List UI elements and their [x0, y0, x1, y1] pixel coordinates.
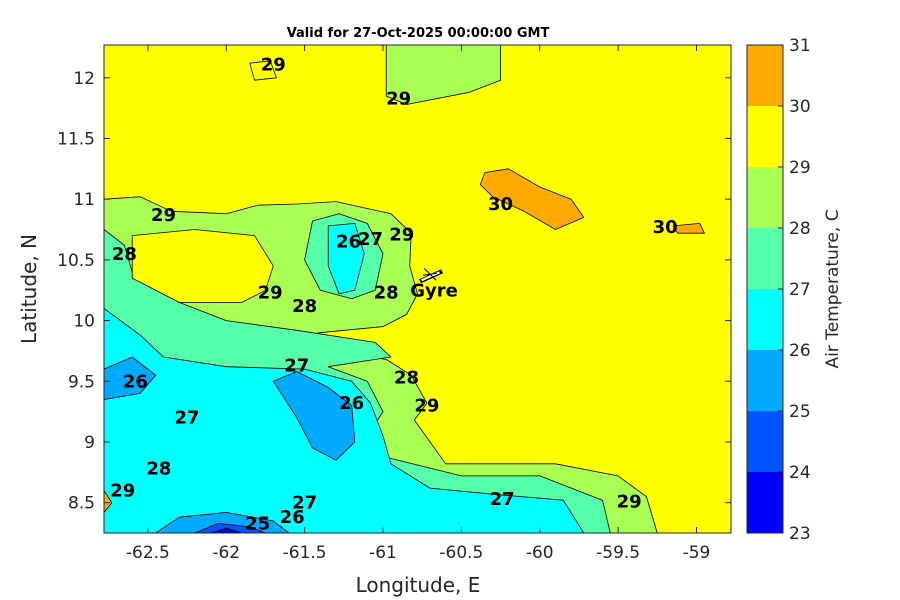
colorbar-tick-label: 28 [789, 219, 811, 239]
colorbar-label: Air Temperature, C [823, 209, 843, 368]
contour-label: 26 [123, 371, 148, 392]
colorbar-swatch [747, 228, 783, 289]
x-tick-label: -60 [526, 543, 554, 563]
contour-region-24 [194, 522, 266, 533]
x-axis-ticks: -62.5 -62 -61.5 -61 -60.5 -60 -59.5 -59 [126, 45, 711, 563]
colorbar-tick-label: 23 [789, 524, 811, 544]
contour-label: 29 [386, 88, 411, 109]
contour-label: 27 [292, 493, 317, 514]
colorbar-tick-label: 27 [789, 280, 811, 300]
colorbar-tick-label: 30 [789, 97, 811, 117]
colorbar-tick-label: 31 [789, 36, 811, 56]
y-tick-label: 8.5 [68, 494, 95, 514]
colorbar-swatch [747, 472, 783, 533]
contour-label: 27 [490, 489, 515, 510]
contour-label: 26 [336, 232, 361, 253]
colorbar-swatch [747, 350, 783, 411]
y-tick-label: 9 [84, 433, 95, 453]
y-tick-label: 10 [73, 312, 95, 332]
contour-region-29 [249, 60, 277, 81]
contour-label: 28 [146, 459, 171, 480]
x-tick-label: -62.5 [126, 543, 170, 563]
temperature-field [104, 45, 731, 533]
y-axis-ticks: 8.5 9 9.5 10 10.5 11 11.5 12 [57, 69, 731, 514]
colorbar-tick-label: 29 [789, 158, 811, 178]
contour-label: 26 [280, 507, 305, 528]
contour-region-30 [672, 222, 705, 234]
contour-label: 29 [151, 205, 176, 226]
contour-region-29 [131, 229, 274, 303]
chart-title: Valid for 27-Oct-2025 00:00:00 GMT [287, 26, 550, 41]
colorbar-swatch [747, 167, 783, 228]
x-tick-label: -60.5 [439, 543, 483, 563]
colorbar-ticks: 23 24 25 26 27 28 29 30 31 [778, 36, 811, 544]
plot-frame [103, 44, 732, 534]
colorbar-swatch [747, 289, 783, 350]
contour-label: 29 [389, 224, 414, 245]
y-tick-label: 9.5 [68, 372, 95, 392]
contour-label: 26 [339, 393, 364, 414]
colorbar-swatch [747, 106, 783, 167]
contour-label: 28 [292, 296, 317, 317]
y-tick-label: 10.5 [57, 251, 95, 271]
station-label: Gyre [410, 280, 458, 301]
contour-label: 28 [394, 368, 419, 389]
contour-label: 29 [110, 481, 135, 502]
contour-label: 29 [261, 54, 286, 75]
contour-region-25 [272, 371, 356, 461]
contour-label: 28 [374, 283, 399, 304]
contour-label: 29 [414, 396, 439, 417]
contour-region-30 [479, 168, 585, 230]
x-tick-label: -59 [683, 543, 711, 563]
colorbar-tick-label: 25 [789, 402, 811, 422]
colorbar-swatch [747, 45, 783, 106]
colorbar-tick-label: 26 [789, 341, 811, 361]
contour-region-28 [296, 45, 502, 105]
station-marker: Gyre [410, 267, 458, 301]
y-tick-label: 11.5 [57, 129, 95, 149]
contour-region-25 [104, 356, 157, 400]
y-tick-label: 12 [73, 69, 95, 89]
contour-label: 27 [358, 229, 383, 250]
contour-label: 25 [245, 513, 270, 534]
contour-label: 28 [112, 244, 137, 265]
x-tick-label: -62 [212, 543, 240, 563]
colorbar-swatch [747, 411, 783, 472]
contour-label: 30 [488, 194, 513, 215]
contour-label: 30 [653, 217, 678, 238]
y-tick-label: 11 [73, 190, 95, 210]
y-axis-label: Latitude, N [17, 234, 41, 344]
contour-label: 29 [258, 283, 283, 304]
contour-label: 29 [617, 491, 642, 512]
contour-region-26 [327, 222, 365, 295]
contour-region-30 [104, 490, 113, 513]
contour-label: 27 [175, 408, 200, 429]
colorbar [746, 44, 784, 534]
x-tick-label: -59.5 [596, 543, 640, 563]
x-tick-label: -61.5 [283, 543, 327, 563]
contour-region-25 [155, 512, 290, 533]
x-tick-label: -61 [369, 543, 397, 563]
contour-label: 27 [284, 355, 309, 376]
colorbar-tick-label: 24 [789, 463, 811, 483]
x-axis-label: Longitude, E [356, 573, 481, 597]
station-icon [419, 267, 444, 284]
